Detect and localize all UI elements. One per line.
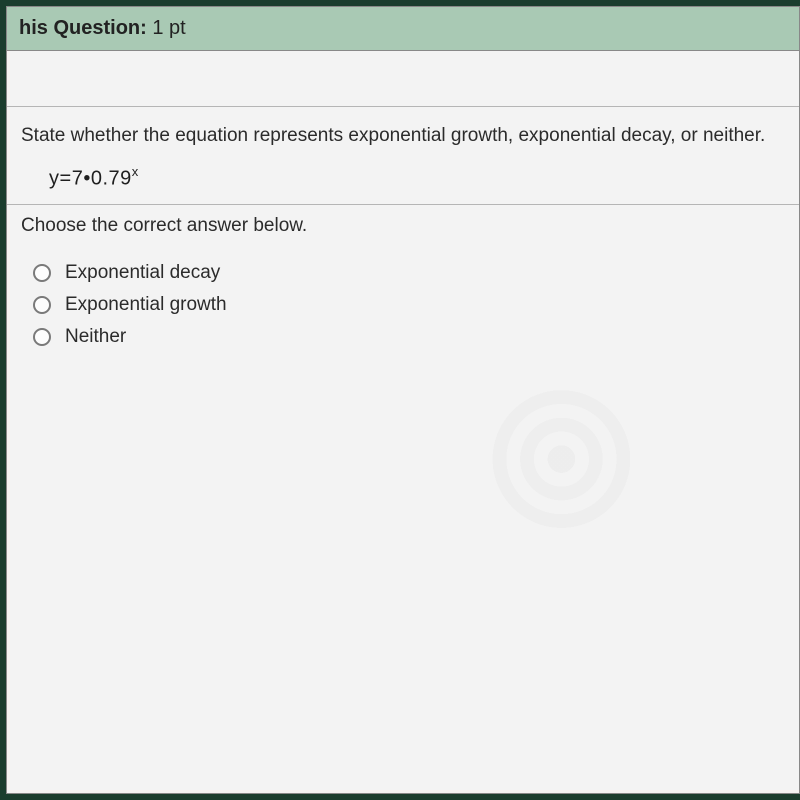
option-label: Neither	[65, 326, 126, 348]
outer-frame: his Question: 1 pt State whether the equ…	[0, 0, 800, 800]
equation-coef: 7	[72, 167, 84, 189]
option-exponential-decay[interactable]: Exponential decay	[33, 257, 785, 289]
header-prefix: his Question:	[19, 17, 147, 39]
option-neither[interactable]: Neither	[33, 321, 785, 353]
spacer-top	[7, 51, 799, 107]
question-prompt: State whether the equation represents ex…	[21, 123, 785, 149]
question-block: State whether the equation represents ex…	[7, 107, 799, 205]
equation-exponent: x	[132, 164, 139, 179]
equation-lhs: y	[49, 167, 60, 189]
content-area: State whether the equation represents ex…	[7, 51, 799, 793]
equation-dot: •	[83, 167, 91, 189]
option-label: Exponential growth	[65, 294, 227, 316]
answer-instruction: Choose the correct answer below.	[7, 205, 799, 253]
equation-eq: =	[60, 167, 72, 189]
question-header: his Question: 1 pt	[7, 7, 799, 51]
question-window: his Question: 1 pt State whether the equ…	[6, 6, 800, 794]
equation-base: 0.79	[91, 167, 132, 189]
radio-icon[interactable]	[33, 264, 51, 282]
radio-icon[interactable]	[33, 328, 51, 346]
option-exponential-growth[interactable]: Exponential growth	[33, 289, 785, 321]
option-label: Exponential decay	[65, 262, 220, 284]
header-points: 1 pt	[152, 17, 185, 39]
radio-icon[interactable]	[33, 296, 51, 314]
equation: y=7•0.79x	[21, 165, 785, 191]
options-group: Exponential decay Exponential growth Nei…	[7, 253, 799, 353]
